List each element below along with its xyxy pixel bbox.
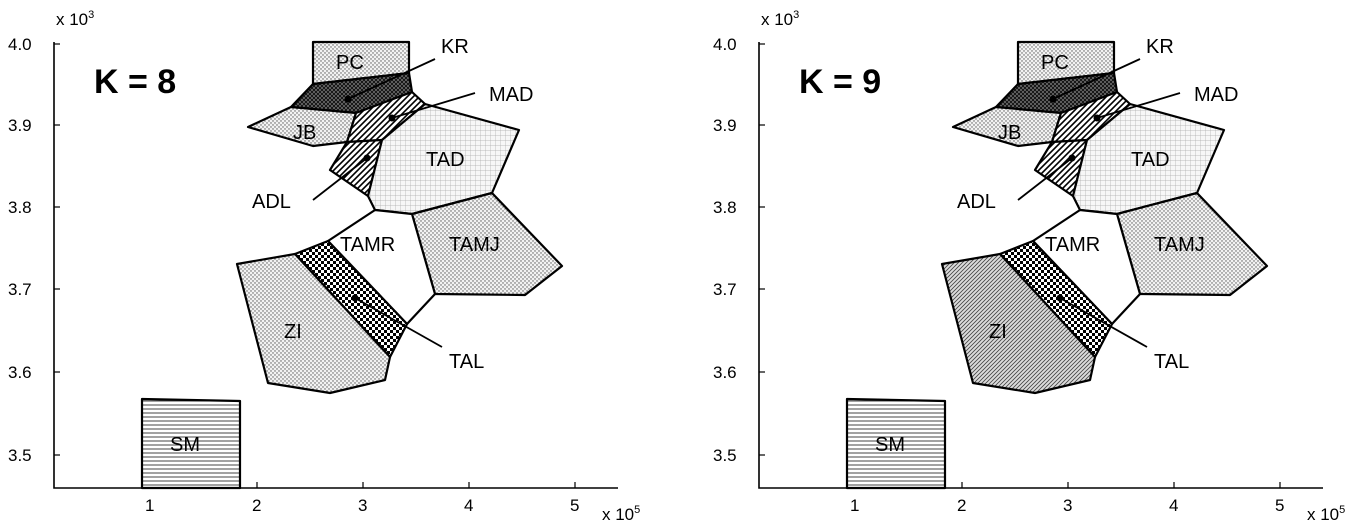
label-mad: MAD <box>1194 84 1238 106</box>
y-ticks <box>54 43 60 456</box>
x-tick-label: 1 <box>850 496 859 515</box>
panel-k9: 4.0 3.9 3.8 3.7 3.6 3.5 1 2 3 4 5 x 103 … <box>713 9 1345 521</box>
label-tad: TAD <box>1131 149 1170 171</box>
label-kr: KR <box>1146 36 1174 58</box>
axes <box>758 42 1323 489</box>
label-tal: TAL <box>449 351 484 373</box>
label-jb: JB <box>998 122 1021 144</box>
leader-kr <box>347 58 436 100</box>
leader-mad <box>391 92 476 119</box>
x-multiplier: x 105 <box>602 504 640 521</box>
x-tick-label: 2 <box>957 496 966 515</box>
panel-title: K = 8 <box>94 63 176 101</box>
label-tamj: TAMJ <box>1154 234 1205 256</box>
region-jb <box>951 105 1063 148</box>
label-adl: ADL <box>252 191 291 213</box>
marker-kr <box>1049 95 1057 103</box>
y-multiplier: x 103 <box>56 9 94 29</box>
y-tick-label: 3.5 <box>713 446 737 465</box>
label-kr: KR <box>441 36 469 58</box>
y-tick-label: 3.6 <box>8 363 32 382</box>
y-tick-label: 4.0 <box>8 35 32 54</box>
leader-mad <box>1096 92 1181 119</box>
leader-adl <box>312 157 368 201</box>
label-sm: SM <box>170 434 200 456</box>
axes <box>53 42 618 489</box>
x-tick-label: 5 <box>570 496 579 515</box>
region-zi <box>940 252 1097 395</box>
label-zi: ZI <box>284 321 302 343</box>
label-tamr: TAMR <box>340 234 395 256</box>
region-sm <box>845 397 947 490</box>
x-tick-label: 3 <box>358 496 367 515</box>
leader-kr <box>1052 58 1141 100</box>
x-tick-labels: 1 2 3 4 5 <box>145 496 579 515</box>
leader-adl <box>1017 157 1073 201</box>
label-tad: TAD <box>426 149 465 171</box>
panel-title: K = 9 <box>799 63 881 101</box>
marker-tal <box>351 294 359 302</box>
x-tick-label: 2 <box>252 496 261 515</box>
y-tick-labels: 4.0 3.9 3.8 3.7 3.6 3.5 <box>713 35 737 465</box>
label-tamj: TAMJ <box>449 234 500 256</box>
label-pc: PC <box>1041 52 1069 74</box>
y-tick-label: 3.7 <box>713 280 737 299</box>
y-tick-label: 3.5 <box>8 446 32 465</box>
y-multiplier: x 103 <box>761 9 799 29</box>
region-tamr <box>326 208 437 326</box>
x-tick-label: 1 <box>145 496 154 515</box>
panel-k8: 4.0 3.9 3.8 3.7 3.6 3.5 1 2 3 4 5 x 103 … <box>8 9 640 521</box>
x-tick-label: 4 <box>1169 496 1178 515</box>
region-jb <box>246 105 358 148</box>
x-tick-label: 5 <box>1275 496 1284 515</box>
marker-mad <box>1093 114 1101 122</box>
x-tick-labels: 1 2 3 4 5 <box>850 496 1284 515</box>
y-tick-label: 3.6 <box>713 363 737 382</box>
label-jb: JB <box>293 122 316 144</box>
marker-kr <box>344 95 352 103</box>
marker-mad <box>388 114 396 122</box>
leader-tal <box>1059 297 1148 348</box>
label-mad: MAD <box>489 84 533 106</box>
y-tick-label: 3.8 <box>8 198 32 217</box>
y-ticks <box>759 43 765 456</box>
region-zi <box>235 252 392 395</box>
region-sm <box>140 397 242 490</box>
y-tick-label: 4.0 <box>713 35 737 54</box>
region-tamr <box>1031 208 1142 326</box>
y-tick-label: 3.8 <box>713 198 737 217</box>
label-zi: ZI <box>989 321 1007 343</box>
label-sm: SM <box>875 434 905 456</box>
marker-tal <box>1056 294 1064 302</box>
label-pc: PC <box>336 52 364 74</box>
x-tick-label: 4 <box>464 496 473 515</box>
region-tamj <box>410 191 564 297</box>
label-adl: ADL <box>957 191 996 213</box>
region-tamj <box>1115 191 1269 297</box>
y-tick-label: 3.9 <box>8 116 32 135</box>
y-tick-labels: 4.0 3.9 3.8 3.7 3.6 3.5 <box>8 35 32 465</box>
y-tick-label: 3.9 <box>713 116 737 135</box>
x-tick-label: 3 <box>1063 496 1072 515</box>
marker-adl <box>363 154 371 162</box>
marker-adl <box>1068 154 1076 162</box>
leader-tal <box>354 297 443 348</box>
x-multiplier: x 105 <box>1307 504 1345 521</box>
label-tamr: TAMR <box>1045 234 1100 256</box>
y-tick-label: 3.7 <box>8 280 32 299</box>
label-tal: TAL <box>1154 351 1189 373</box>
x-ticks <box>149 482 576 488</box>
